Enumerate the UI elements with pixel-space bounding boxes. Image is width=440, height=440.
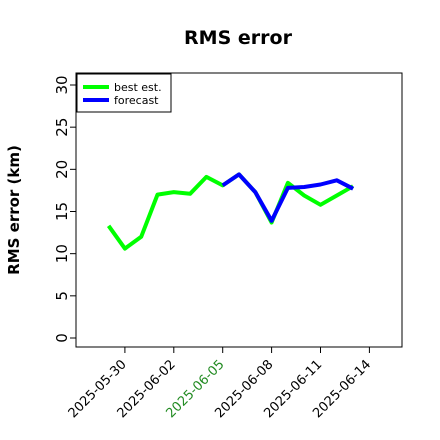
y-tick-label: 0 <box>53 333 71 343</box>
y-tick-label: 5 <box>53 291 71 301</box>
y-tick-label: 20 <box>53 160 71 179</box>
plot-frame <box>75 72 403 348</box>
y-tick-label: 25 <box>53 118 71 137</box>
plot-area: 0510152025302025-05-302025-06-022025-06-… <box>53 75 374 421</box>
y-tick-label: 30 <box>53 75 71 94</box>
series-line <box>221 172 355 223</box>
y-axis-label: RMS error (km) <box>5 145 23 275</box>
legend-label: best est. <box>114 81 162 94</box>
chart-title: RMS error <box>184 27 293 49</box>
y-tick-label: 15 <box>53 202 71 221</box>
legend: best est.forecast <box>76 73 172 113</box>
legend-box <box>76 73 172 113</box>
legend-label: forecast <box>114 94 159 107</box>
y-tick-label: 10 <box>53 244 71 263</box>
